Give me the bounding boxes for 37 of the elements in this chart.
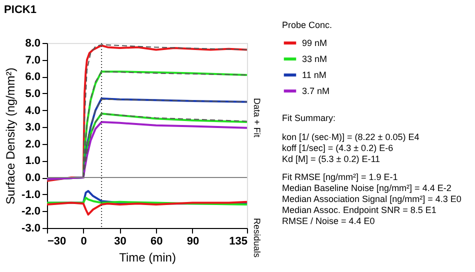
y-tick-label: 5.0 xyxy=(25,88,40,100)
y-tick-label: -3.0 xyxy=(22,222,40,234)
y-tick-label: 4.0 xyxy=(25,104,40,117)
text: Data + Fit xyxy=(252,98,262,138)
text: Median Association Signal [ng/mm²] = 4.3 E0 xyxy=(282,194,462,204)
legend-label: 11 nM xyxy=(302,70,326,80)
y-tick-label: 8.0 xyxy=(25,38,40,50)
text: Median Assoc. Endpoint SNR = 8.5 E1 xyxy=(282,205,436,215)
text: koff [1/sec] = (4.3 ± 0.2) E-6 xyxy=(282,143,394,153)
text: Fit Summary: xyxy=(282,113,336,123)
x-tick-label: 30 xyxy=(114,236,126,248)
x-axis-title: Time (min) xyxy=(119,250,176,264)
y-tick-label: 3.0 xyxy=(25,122,40,134)
text: Median Baseline Noise [ng/mm²] = 4.4 E-2 xyxy=(282,183,452,193)
text: Residuals xyxy=(252,218,262,258)
y-tick-label: 2.0 xyxy=(25,138,40,150)
text: RMSE / Noise = 4.4 E0 xyxy=(282,216,375,226)
y-tick-label: -1.0 xyxy=(22,188,40,201)
x-tick-label: 135 xyxy=(229,236,248,248)
legend-label: 33 nM xyxy=(302,54,328,64)
y-axis-title: Surface Density (ng/mm²) xyxy=(4,68,18,204)
x-tick-label: −30 xyxy=(48,236,66,248)
y-tick-label: 7.0 xyxy=(25,54,40,66)
text: Kd [M] = (5.3 ± 0.2) E-11 xyxy=(282,154,380,164)
text: Fit RMSE [ng/mm²] = 1.9 E-1 xyxy=(282,172,398,182)
y-tick-label: 0.0 xyxy=(25,172,40,184)
legend-title: Probe Conc. xyxy=(282,20,332,30)
y-tick-label: 6.0 xyxy=(25,71,40,84)
x-tick-label: 0 xyxy=(80,236,87,248)
y-tick-label: -2.0 xyxy=(22,206,40,218)
x-tick-label: 90 xyxy=(186,236,200,248)
legend-label: 3.7 nM xyxy=(302,86,330,96)
text: kon [1/ (sec·M)] = (8.22 ± 0.05) E4 xyxy=(282,132,420,142)
y-tick-label: 1.0 xyxy=(25,155,40,168)
legend-label: 99 nM xyxy=(302,38,328,48)
x-tick-label: 60 xyxy=(150,236,163,248)
chart-title: PICK1 xyxy=(4,4,36,16)
